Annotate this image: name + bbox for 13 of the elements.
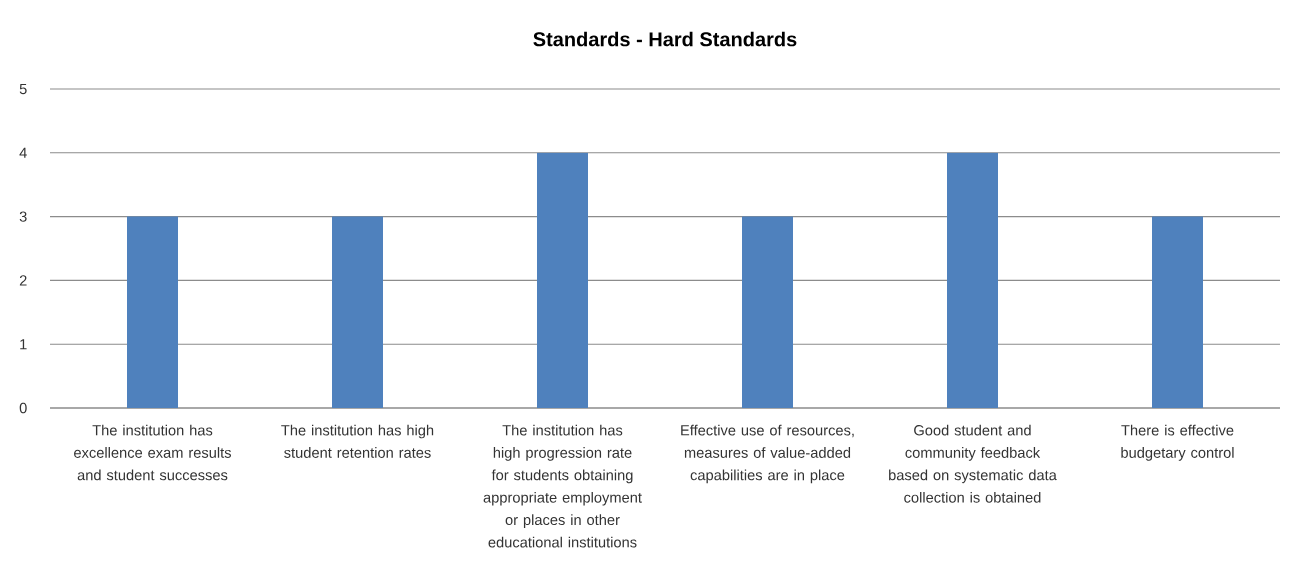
y-tick-label: 3	[19, 211, 27, 222]
x-tick-label: Good student and community feedback based on systematic data collection is obtained	[889, 424, 1057, 503]
x-tick-label: The institution has high student retention rates	[281, 424, 434, 458]
x-tick-label: Effective use of resources, measures of value-added capabilities are in place	[681, 424, 854, 484]
chart-title: Standards - Hard Standards	[533, 31, 797, 47]
y-tick-label: 4	[19, 147, 27, 158]
x-tick-label: There is effective budgetary control	[1121, 424, 1234, 461]
y-tick-label: 5	[19, 83, 27, 95]
y-tick-label: 2	[19, 275, 27, 286]
y-tick-label: 1	[20, 339, 27, 350]
x-tick-label: The institution has excellence exam results and student successes	[74, 424, 231, 481]
x-tick-label: The institution has high progression rate for students obtaining appropriate employment or places in other educational institutions	[483, 424, 642, 548]
y-tick-label: 0	[19, 402, 27, 414]
